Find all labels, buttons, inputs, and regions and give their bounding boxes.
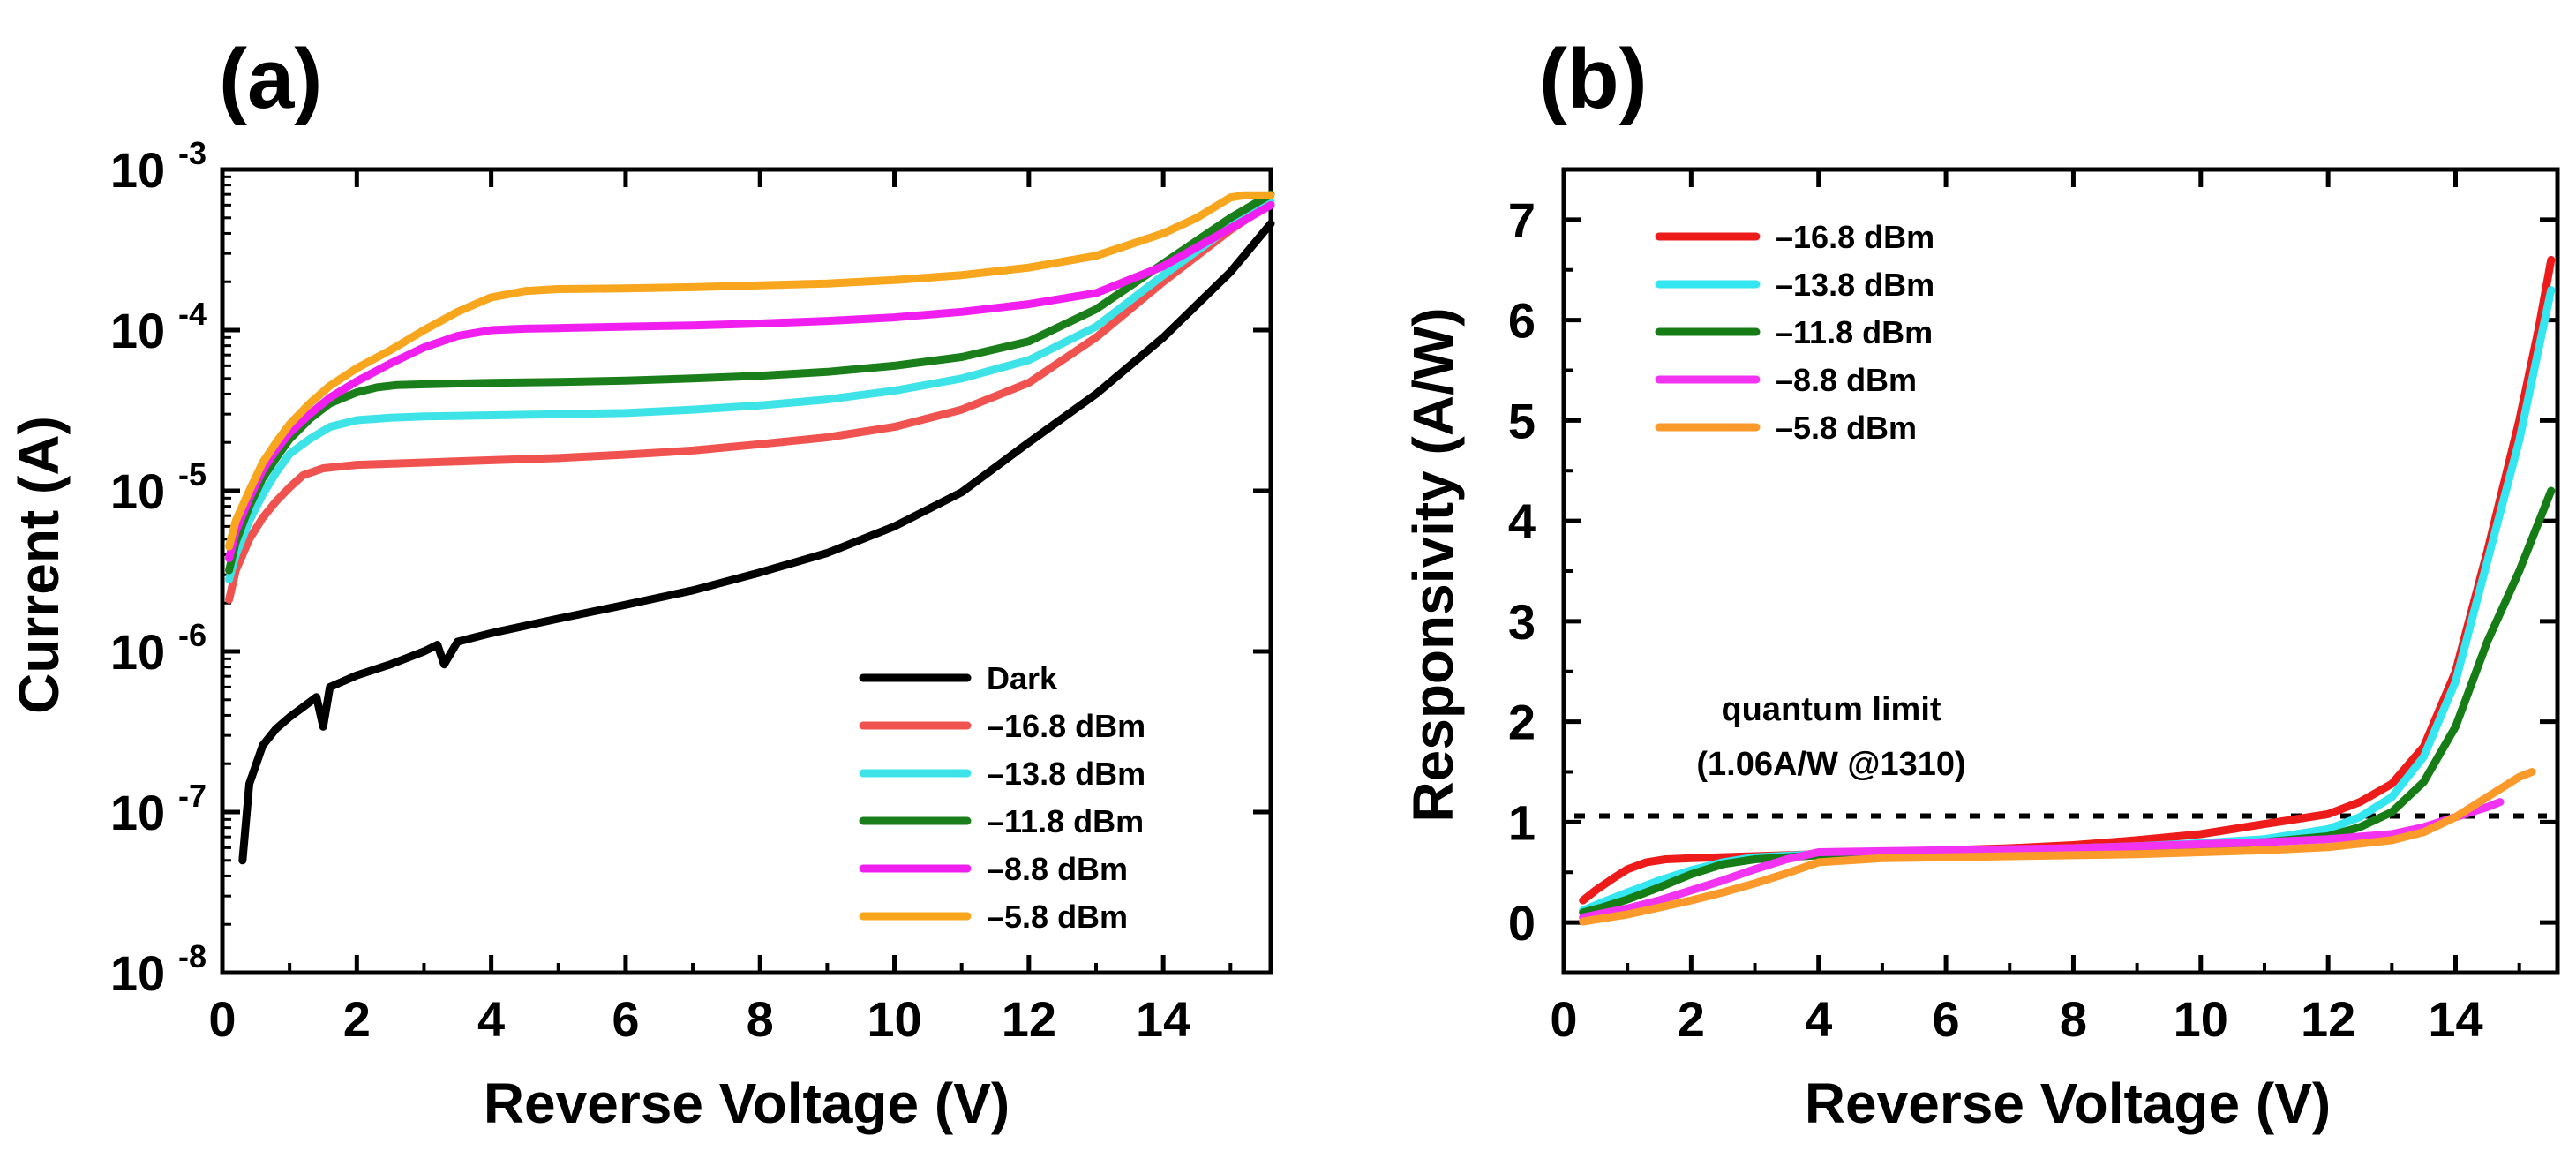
panel-b-x-tick-label: 10 [2174, 991, 2228, 1047]
panel-a-y-tick-exponent: -7 [178, 778, 207, 814]
panel-a-y-tick-label: 10 [110, 142, 165, 198]
panel-a-y-tick-exponent: -4 [178, 296, 207, 332]
panel-a-x-tick-label: 10 [867, 991, 921, 1047]
quantum-limit-label: quantum limit [1721, 691, 1941, 728]
panel-a-label: (a) [219, 32, 322, 126]
panel-a-series-line [225, 198, 1275, 584]
panel-b-y-tick-label: 6 [1508, 293, 1536, 349]
legend-label: –16.8 dBm [987, 708, 1145, 744]
panel-a-x-tick-label: 14 [1136, 991, 1190, 1047]
legend-label: –5.8 dBm [1776, 410, 1917, 446]
legend-label: –8.8 dBm [1776, 362, 1917, 398]
panel-a-series-line [225, 200, 1275, 562]
panel-a-legend: Dark –16.8 dBm –13.8 dBm –11.8 dBm –8.8 dBm –… [859, 660, 1145, 935]
panel-b-legend: –16.8 dBm –13.8 dBm –11.8 dBm –8.8 dBm –5.8 … [1655, 219, 1934, 446]
panel-b-y-tick-label: 2 [1508, 695, 1536, 750]
panel-a-y-tick-exponent: -3 [178, 135, 207, 171]
legend-label: –13.8 dBm [987, 756, 1145, 792]
panel-a-x-tick-label: 12 [1002, 991, 1056, 1047]
legend-label: –11.8 dBm [1776, 314, 1933, 350]
panel-b-series-line [1579, 798, 2505, 922]
legend-label: –13.8 dBm [1776, 267, 1934, 303]
panel-a-y-tick-exponent: -8 [178, 938, 207, 974]
panel-a-series-line [238, 219, 1275, 865]
panel-a-y-axis-title: Current (A) [7, 416, 71, 714]
panel-b-x-axis-title: Reverse Voltage (V) [1805, 1072, 2331, 1135]
panel-a-y-tick-label: 10 [110, 463, 165, 519]
panel-a-y-tick-label: 10 [110, 945, 165, 1001]
panel-b-x-tick-label: 2 [1678, 991, 1705, 1047]
quantum-limit-value-label: (1.06A/W @1310) [1696, 746, 1965, 783]
panel-b-y-tick-label: 7 [1508, 192, 1536, 248]
panel-b-x-tick-label: 12 [2301, 991, 2355, 1047]
panel-a-x-tick-label: 2 [343, 991, 371, 1047]
legend-label: Dark [987, 660, 1058, 696]
panel-b-x-tick-label: 4 [1805, 991, 1832, 1047]
legend-label: –11.8 dBm [987, 803, 1144, 839]
panel-b-x-tick-label: 8 [2060, 991, 2087, 1047]
panel-b-y-tick-label: 5 [1508, 393, 1536, 448]
panel-a-frame [220, 167, 1273, 975]
panel-b-y-tick-label: 0 [1508, 895, 1536, 951]
panel-b-y-tick-label: 4 [1508, 493, 1536, 549]
panel-a-y-tick-label: 10 [110, 624, 165, 680]
panel-a-series-line [225, 199, 1275, 604]
panel-a: (a) 0 2 4 6 8 10 12 1410-810-710-610-510-410-3 … [7, 32, 1275, 1135]
legend-label: –16.8 dBm [1776, 219, 1934, 255]
legend-label: –5.8 dBm [987, 899, 1128, 935]
panel-b-x-tick-label: 14 [2428, 991, 2482, 1047]
panel-b-x-tick-label: 0 [1550, 991, 1577, 1047]
panel-b-x-tick-label: 6 [1932, 991, 1959, 1047]
legend-label: –8.8 dBm [987, 851, 1128, 887]
panel-a-x-tick-label: 4 [477, 991, 505, 1047]
panel-b-series-line [1579, 255, 2556, 905]
panel-a-y-tick-label: 10 [110, 303, 165, 358]
panel-a-y-tick-exponent: -5 [178, 456, 207, 493]
panel-a-series-line [225, 190, 1275, 575]
panel-a-y-tick-label: 10 [110, 785, 165, 840]
panel-a-x-tick-label: 0 [208, 991, 236, 1047]
panel-b-series-line [1579, 768, 2536, 926]
panel-b-y-axis-title: Responsivity (A/W) [1401, 307, 1465, 822]
panel-a-x-tick-label: 6 [612, 991, 639, 1047]
panel-a-y-tick-exponent: -6 [178, 617, 207, 653]
panel-b-label: (b) [1539, 32, 1648, 126]
panel-a-plot-area: 0 2 4 6 8 10 12 14 10 -8 10 -7 10 -6 10 -5 10 -4 10 -3 [110, 135, 1275, 1047]
panel-b-y-tick-label: 1 [1508, 794, 1536, 850]
panel-a-series-line [225, 191, 1275, 551]
panel-a-x-tick-label: 8 [747, 991, 774, 1047]
panel-a-x-axis-title: Reverse Voltage (V) [484, 1072, 1010, 1135]
panel-b-y-tick-label: 3 [1508, 594, 1536, 650]
